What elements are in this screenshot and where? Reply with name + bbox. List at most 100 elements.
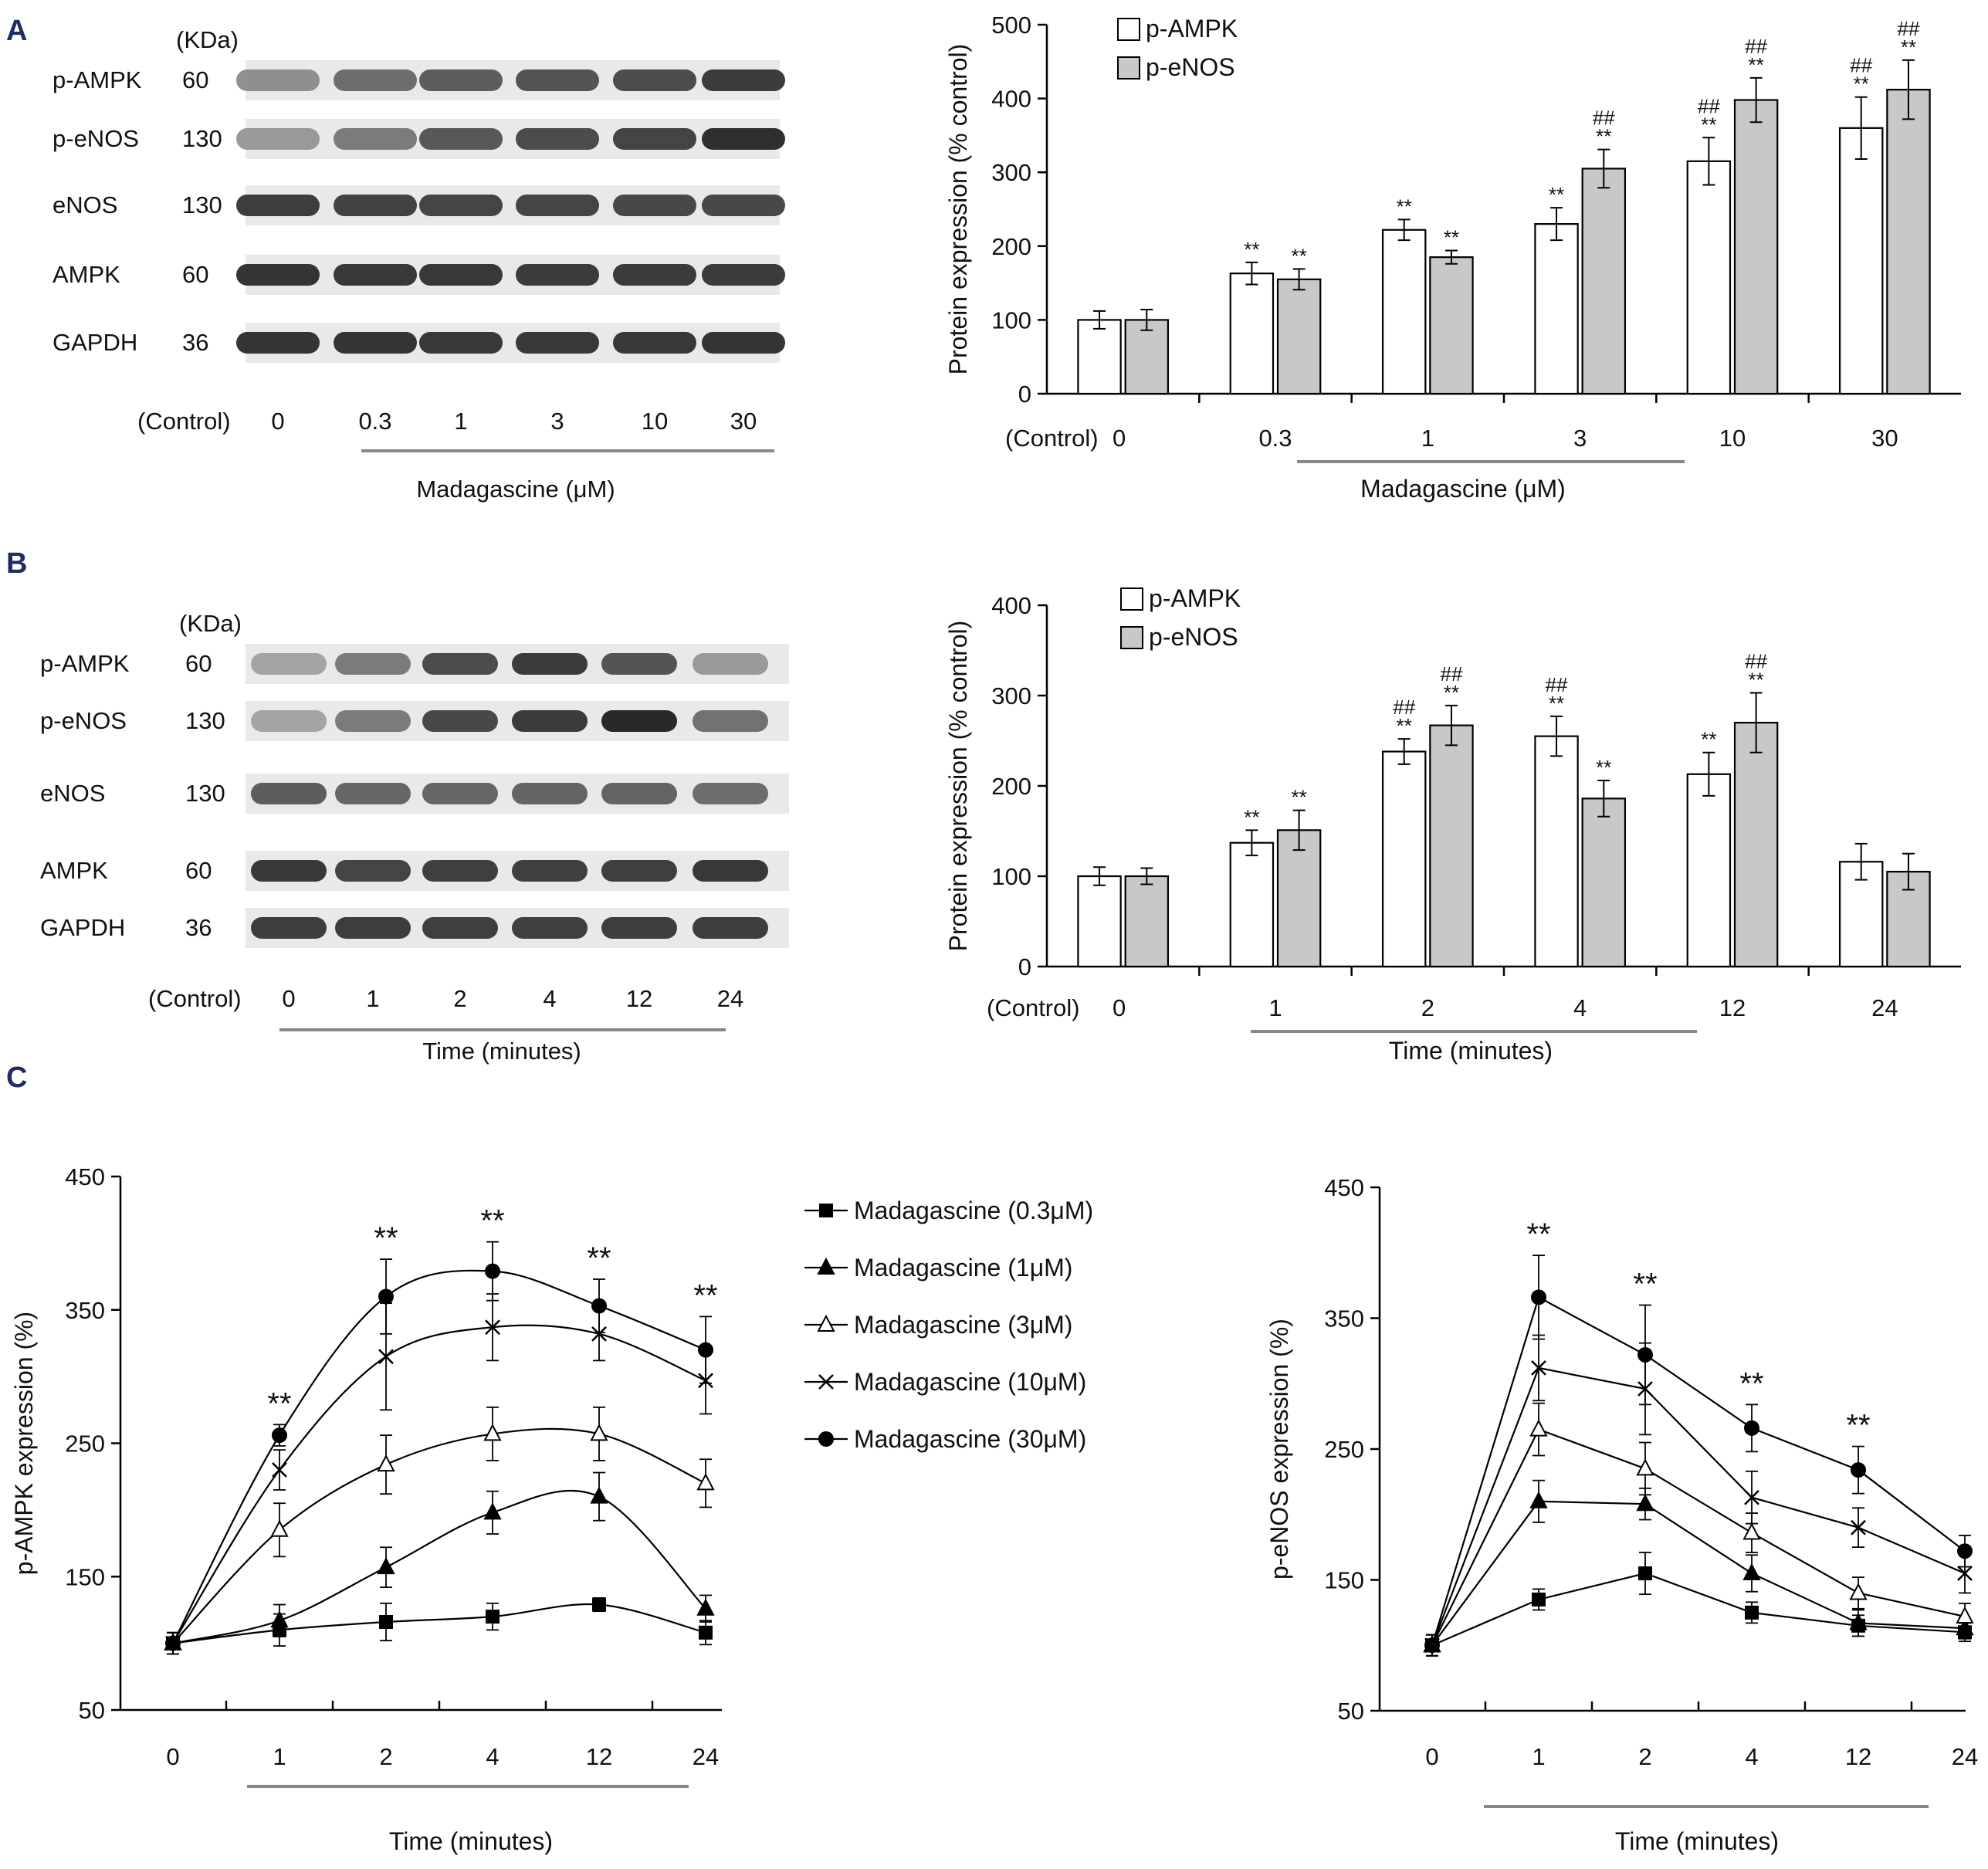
series-line xyxy=(1431,1366,1966,1646)
legend-swatch xyxy=(1120,587,1143,611)
legend-label: Madagascine (30μM) xyxy=(854,1425,1086,1453)
data-point xyxy=(1745,1605,1759,1620)
series-line xyxy=(1431,1295,1966,1646)
blot-band xyxy=(702,264,785,286)
legend-swatch xyxy=(1117,56,1140,80)
panel-label-b: B xyxy=(6,547,27,580)
blot-strip xyxy=(246,323,780,363)
data-point xyxy=(1957,1543,1973,1559)
y-tick-label: 450 xyxy=(1324,1174,1364,1201)
series-line xyxy=(1431,1572,1966,1647)
blot-band xyxy=(335,710,411,732)
legend-label: p-eNOS xyxy=(1146,53,1235,81)
blot-row-label: GAPDH xyxy=(40,914,125,941)
legend-label: p-eNOS xyxy=(1149,623,1238,651)
bar xyxy=(1686,773,1732,968)
blot-band xyxy=(601,917,677,939)
x-tick-label: 12 xyxy=(1719,994,1746,1021)
significance-label: ** xyxy=(1701,728,1716,751)
bar xyxy=(1733,721,1779,968)
control-label: (Control) xyxy=(1005,425,1099,452)
blot-band xyxy=(422,917,498,939)
y-tick-label: 150 xyxy=(65,1563,105,1590)
data-point xyxy=(483,1502,502,1520)
data-point xyxy=(696,1598,715,1616)
blot-band xyxy=(693,653,768,675)
significance-label: ** xyxy=(1846,1409,1870,1443)
series-line xyxy=(172,1489,706,1644)
blot-strip xyxy=(246,185,780,225)
data-point xyxy=(483,1424,502,1441)
data-point xyxy=(1531,1360,1546,1376)
significance-label: ## xyxy=(1897,17,1919,40)
significance-label: ** xyxy=(1244,238,1259,261)
data-point xyxy=(817,1314,835,1332)
bar xyxy=(1381,229,1427,395)
x-tick-label: 24 xyxy=(1952,1743,1978,1770)
significance-label: ** xyxy=(1701,113,1716,136)
data-point xyxy=(1638,1566,1652,1581)
blot-band xyxy=(613,128,696,150)
blot-band xyxy=(334,69,417,91)
control-label: (Control) xyxy=(987,994,1080,1021)
blot-band xyxy=(419,264,503,286)
y-tick-label: 400 xyxy=(991,86,1031,113)
blot-band xyxy=(422,653,498,675)
blot-band xyxy=(512,917,588,939)
blot-strip xyxy=(246,60,780,100)
y-tick-label: 50 xyxy=(79,1697,105,1724)
y-tick-label: 0 xyxy=(1018,381,1031,408)
y-tick-label: 0 xyxy=(1018,953,1031,980)
blot-kda-label: 60 xyxy=(182,261,208,288)
x-tick-label: 1 xyxy=(1532,1743,1545,1770)
data-point xyxy=(696,1473,715,1491)
data-point xyxy=(590,1424,608,1441)
data-point xyxy=(1849,1583,1868,1600)
blot-band xyxy=(334,128,417,150)
blot-band xyxy=(601,783,677,804)
legend-swatch xyxy=(1120,626,1143,649)
data-point xyxy=(1851,1462,1866,1478)
y-tick-label: 450 xyxy=(65,1163,105,1190)
significance-label: ** xyxy=(1444,226,1459,249)
legend-label: p-AMPK xyxy=(1146,15,1238,42)
data-point xyxy=(1531,1289,1546,1305)
significance-label: ** xyxy=(1749,668,1764,691)
blot-kda-label: 60 xyxy=(182,66,208,93)
series-line xyxy=(172,1603,706,1644)
blot-strip xyxy=(246,255,780,295)
lane-label: 3 xyxy=(550,408,564,435)
blot-band xyxy=(422,710,498,732)
blot-kda-label: 130 xyxy=(185,780,225,807)
x-axis-title: Time (minutes) xyxy=(389,1827,553,1855)
significance-label: ** xyxy=(1397,714,1412,737)
group-label: Time (minutes) xyxy=(422,1038,581,1065)
blot-band xyxy=(613,264,696,286)
significance-label: ** xyxy=(374,1221,398,1255)
data-point xyxy=(591,1326,607,1342)
y-tick-label: 100 xyxy=(991,306,1031,334)
blot-kda-label: 130 xyxy=(182,191,222,218)
x-tick-label: 0 xyxy=(166,1743,179,1770)
blot-row-label: GAPDH xyxy=(52,329,137,356)
y-tick-label: 50 xyxy=(1338,1698,1364,1725)
y-axis-title: p-AMPK expression (%) xyxy=(10,1312,38,1575)
panel-label-a: A xyxy=(6,15,27,47)
significance-label: ** xyxy=(587,1241,611,1275)
data-point xyxy=(1424,1637,1440,1654)
kda-header: (KDa) xyxy=(179,610,242,637)
blot-band xyxy=(613,69,696,91)
blot-band xyxy=(419,69,503,91)
blot-band xyxy=(702,128,785,150)
legend-label: Madagascine (3μM) xyxy=(854,1311,1072,1339)
blot-band xyxy=(512,860,588,882)
data-point xyxy=(485,1263,500,1279)
blot-band xyxy=(251,860,327,882)
blot-band xyxy=(702,332,785,354)
series-line xyxy=(1431,1428,1966,1646)
data-point xyxy=(1742,1563,1761,1581)
x-tick-label: 24 xyxy=(1871,994,1898,1021)
significance-label: ** xyxy=(1526,1217,1550,1251)
